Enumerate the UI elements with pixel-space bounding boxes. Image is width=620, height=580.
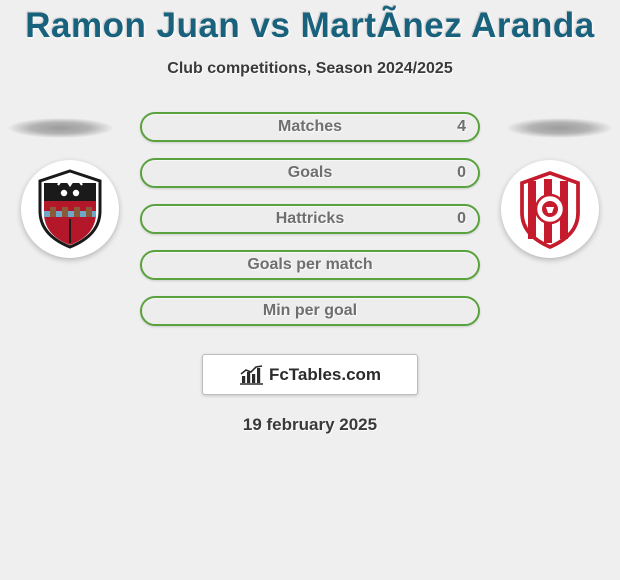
stat-bar: Goals0 (140, 158, 480, 188)
stat-bar-label: Goals (142, 164, 478, 182)
stat-bars: Matches4Goals0Hattricks0Goals per matchM… (140, 112, 480, 342)
mirandes-crest-icon (28, 167, 112, 251)
granada-crest-icon (508, 167, 592, 251)
stat-bar: Hattricks0 (140, 204, 480, 234)
stat-bar-value: 4 (457, 118, 466, 136)
stat-bar-value: 0 (457, 210, 466, 228)
brand-text: FcTables.com (269, 365, 381, 385)
crest-shadow-right (507, 118, 612, 138)
subtitle: Club competitions, Season 2024/2025 (0, 60, 620, 78)
comparison-stage: Matches4Goals0Hattricks0Goals per matchM… (0, 112, 620, 342)
chart-icon (239, 364, 265, 386)
team-crest-right (501, 160, 599, 258)
page-title: Ramon Juan vs MartÃ­nez Aranda (0, 0, 620, 46)
stat-bar-label: Hattricks (142, 210, 478, 228)
stat-bar: Goals per match (140, 250, 480, 280)
stat-bar: Min per goal (140, 296, 480, 326)
stat-bar-label: Matches (142, 118, 478, 136)
team-crest-left (21, 160, 119, 258)
brand-box: FcTables.com (202, 354, 418, 395)
date-label: 19 february 2025 (0, 415, 620, 435)
crest-shadow-left (8, 118, 113, 138)
stat-bar: Matches4 (140, 112, 480, 142)
stat-bar-label: Goals per match (142, 256, 478, 274)
stat-bar-value: 0 (457, 164, 466, 182)
stat-bar-label: Min per goal (142, 302, 478, 320)
